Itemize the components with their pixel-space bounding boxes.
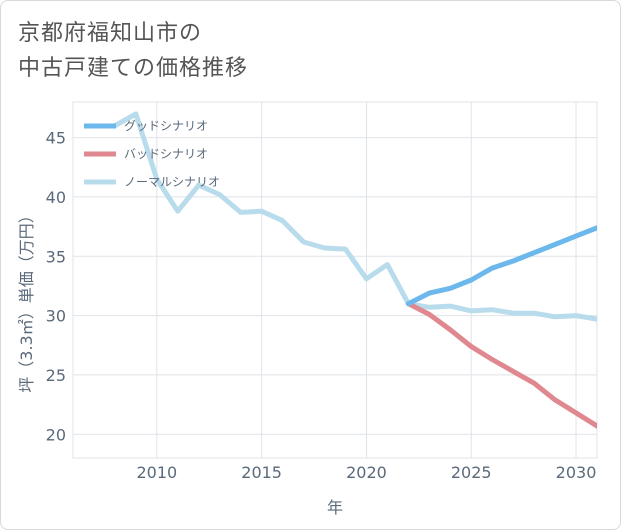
chart-title: 京都府福知山市の 中古戸建ての価格推移 — [18, 16, 248, 86]
legend-item-normal[interactable]: ノーマルシナリオ — [84, 175, 220, 189]
series-normal-line — [112, 111, 597, 322]
chart-title-line-2: 中古戸建ての価格推移 — [18, 56, 249, 81]
legend-label: バッドシナリオ — [124, 147, 208, 161]
series-bad-line — [405, 301, 597, 429]
y-tick-label: 20 — [46, 425, 66, 444]
x-tick-label: 2030 — [556, 463, 597, 482]
legend-label: グッドシナリオ — [124, 119, 208, 133]
legend-item-good[interactable]: グッドシナリオ — [84, 119, 208, 133]
legend-item-bad[interactable]: バッドシナリオ — [84, 147, 208, 161]
y-axis-title: 坪（3.3㎡）単価（万円） — [17, 207, 36, 392]
x-axis-title: 年 — [327, 498, 343, 517]
y-axis-ticks: 20 25 30 35 40 45 — [46, 129, 66, 445]
chart-title-line-1: 京都府福知山市の — [18, 21, 203, 46]
legend-label: ノーマルシナリオ — [124, 175, 220, 189]
y-tick-label: 35 — [46, 247, 66, 266]
plot-area — [72, 101, 598, 459]
y-tick-label: 45 — [46, 129, 66, 148]
x-tick-label: 2010 — [136, 463, 177, 482]
x-tick-label: 2025 — [451, 463, 492, 482]
y-tick-label: 40 — [46, 188, 66, 207]
y-tick-label: 25 — [46, 366, 66, 385]
x-tick-label: 2020 — [346, 463, 387, 482]
series-layer — [112, 111, 597, 429]
y-tick-label: 30 — [46, 307, 66, 326]
x-axis-ticks: 2010 2015 2020 2025 2030 — [136, 463, 596, 482]
x-tick-label: 2015 — [241, 463, 282, 482]
series-good-line — [405, 225, 597, 307]
